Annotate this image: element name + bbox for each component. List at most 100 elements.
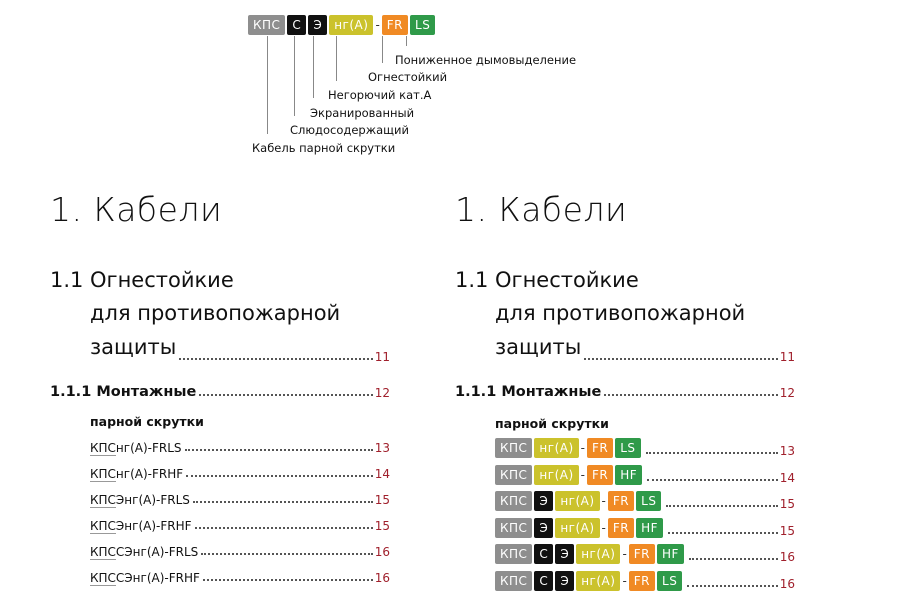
leader-line [336,36,337,81]
toc-entry-1-1-1[interactable]: 1.1.1 Монтажные 12 [455,384,795,400]
code-rest: Энг(А)-FRHF [115,519,192,533]
toc-text-version: 1. Кабели 1.1 Огнестойкие для противопожарн… [50,0,390,613]
legend-label: Слюдосодержащий [290,123,409,137]
badge-mica: С [534,544,554,564]
toc-entry-1-1-1[interactable]: 1.1.1 Монтажные 12 [50,384,390,400]
badge-kps: КПС [495,544,533,564]
badge-fr: FR [607,491,635,511]
leader-dots [186,475,373,477]
page-number: 15 [374,493,390,507]
toc-entry-1-1[interactable]: защиты 11 [90,331,390,364]
leader-dots [645,452,778,454]
toc-item[interactable]: КПСЭнг(А)-FRLS 15 [90,493,390,508]
badge-fr: FR [628,544,656,564]
toc-item[interactable]: КПСнг(А)-FRHF 14 [90,467,390,482]
legend-label: Пониженное дымовыделение [395,53,577,67]
badge-kps: КПС [495,438,533,458]
code-rest: нг(А)-FRLS [115,441,182,455]
leader-dots [584,358,778,360]
leader-line [294,36,295,116]
badge-ng-a: нг(А) [534,464,579,485]
page-number: 16 [779,550,795,564]
badge-ls: LS [636,491,662,511]
leader-dots [668,531,778,534]
badge-hf: HF [636,517,664,538]
badge-screen: Э [308,14,328,35]
legend-label: Кабель парной скрутки [252,141,396,155]
leader-line [382,36,383,63]
leader-dots [194,527,373,529]
heading-2-number: 1.1 [455,268,489,292]
badge-ng-a: нг(А) [555,491,600,511]
legend-label: Огнестойкий [368,70,448,84]
badge-mica: С [534,570,554,591]
leader-line [313,36,314,98]
cable-code: КПССЭнг(А)-FRHF [90,571,200,586]
badge-ng-a: нг(А) [576,544,621,564]
page-number: 15 [374,519,390,533]
badge-ls: LS [615,438,641,458]
page-number: 16 [779,576,795,591]
leader-dots [184,449,373,451]
leader-dots [199,394,373,396]
dash: - [601,494,606,508]
heading-2-line: Огнестойкие [90,268,234,292]
leader-line [267,36,268,134]
code-prefix: КПС [90,467,116,482]
heading-2-line: защиты [90,335,177,359]
code-prefix: КПС [90,493,116,508]
badge-fr: FR [587,438,614,458]
toc-entry-1-1[interactable]: защиты 11 [495,331,795,364]
badge-fr: FR [587,464,614,485]
badge-screen: Э [534,517,554,538]
cable-code: КПССЭнг(А)-FRLS [90,545,199,560]
badge-mica: С [287,14,307,35]
leader-dots [666,505,778,507]
heading-4: парной скрутки [495,416,609,431]
page-number: 15 [779,497,795,511]
cable-code: КПСнг(А)-FRLS [90,441,182,456]
code-prefix: КПС [90,441,116,456]
badge-fr: FR [628,570,656,591]
page-number: 15 [779,523,795,538]
badge-hf: HF [657,544,684,564]
dash: - [622,573,627,588]
dash: - [580,467,585,482]
heading-4: парной скрутки [90,414,204,429]
badge-ls: LS [657,570,683,591]
leader-dots [179,358,373,360]
badge-kps: КПС [495,464,533,485]
page-number: 14 [779,470,795,485]
badge-kps: КПС [495,517,533,538]
badge-code: КПС нг(А) - FR LS [495,438,643,458]
leader-dots [201,553,373,555]
code-rest: СЭнг(А)-FRHF [115,571,200,585]
heading-3: 1.1.1 Монтажные [50,384,197,400]
page-number: 11 [374,350,390,364]
badge-screen: Э [555,544,575,564]
badge-hf: HF [615,464,643,485]
dash: - [375,17,380,32]
code-rest: нг(А)-FRHF [115,467,184,481]
badge-ng-a: нг(А) [329,14,374,35]
leader-dots [647,478,778,481]
heading-1: 1. Кабели [50,190,223,229]
toc-item[interactable]: КПССЭнг(А)-FRLS 16 [90,545,390,560]
badge-ng-a: нг(А) [534,438,579,458]
toc-item[interactable]: КПССЭнг(А)-FRHF 16 [90,571,390,586]
badge-kps: КПС [495,491,533,511]
leader-dots [192,501,373,503]
toc-item[interactable]: КПСнг(А)-FRLS 13 [90,441,390,456]
code-rest: Энг(А)-FRLS [115,493,190,507]
toc-item[interactable]: КПСЭнг(А)-FRHF 15 [90,519,390,534]
heading-1: 1. Кабели [455,190,628,229]
code-rest: СЭнг(А)-FRLS [115,545,199,559]
